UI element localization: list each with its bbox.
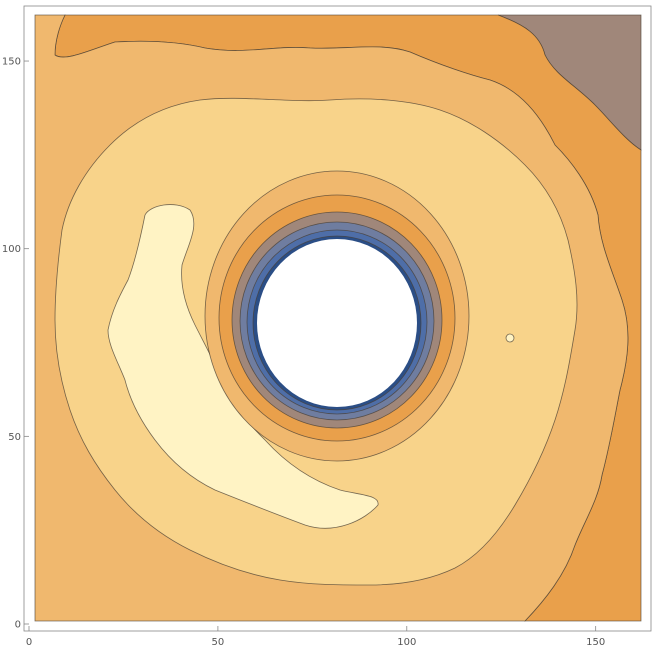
y-tick-label: 50	[8, 432, 21, 443]
crescent-region	[107, 204, 379, 529]
plot-frame	[23, 5, 652, 632]
x-tick-label: 50	[212, 637, 225, 648]
x-tick-label: 0	[26, 637, 32, 648]
y-tick-label: 100	[2, 244, 21, 255]
x-tick-label: 100	[397, 637, 416, 648]
y-tick-label: 0	[15, 620, 21, 631]
small-island	[505, 333, 515, 343]
axes: 0 50 100 150 0 50 100 150	[2, 57, 605, 648]
x-tick-label: 150	[586, 637, 605, 648]
y-tick-label: 150	[2, 57, 21, 68]
center-hole	[257, 239, 417, 407]
